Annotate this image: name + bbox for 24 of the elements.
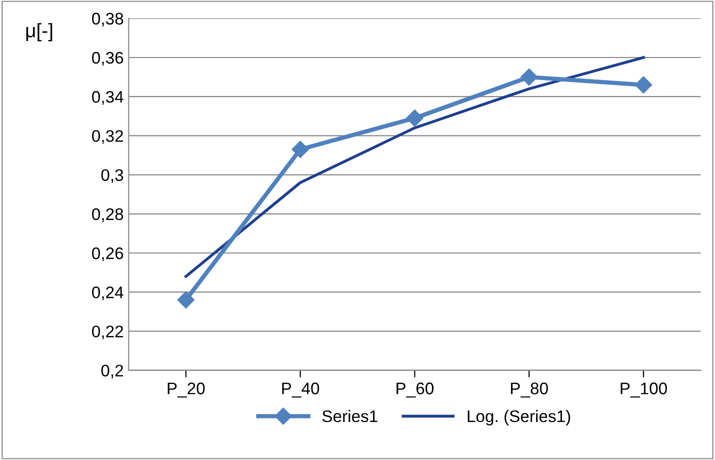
- y-tick-label: 0,26: [92, 247, 124, 262]
- line-series: [184, 56, 645, 278]
- y-tick-label: 0,24: [92, 286, 124, 300]
- legend-label: Log. (Series1): [468, 410, 570, 426]
- point: [177, 291, 194, 308]
- y-tick-label: 0,28: [92, 208, 124, 222]
- point: [520, 68, 538, 86]
- x-tick-label: P_20: [168, 382, 205, 398]
- y-tick-label: 0,22: [92, 326, 124, 340]
- point: [634, 76, 652, 94]
- x-tick-label: P_100: [620, 382, 667, 398]
- x-tick-label: P_60: [396, 382, 434, 398]
- y-tick-label: 0,38: [92, 12, 124, 27]
- legend-label: Series1: [322, 410, 378, 422]
- point: [406, 110, 424, 127]
- y-tick-label: 0,36: [92, 52, 124, 66]
- point: [292, 140, 309, 158]
- y-axis-title: μ[-]: [26, 23, 52, 42]
- y-tick-label: 0,34: [92, 91, 124, 105]
- x-tick-label: P_40: [282, 382, 320, 398]
- y-tick-label: 0,3: [101, 169, 124, 183]
- x-tick-label: P_80: [511, 382, 548, 398]
- y-tick-label: 0,32: [92, 130, 124, 144]
- y-tick-label: 0,2: [101, 364, 124, 378]
